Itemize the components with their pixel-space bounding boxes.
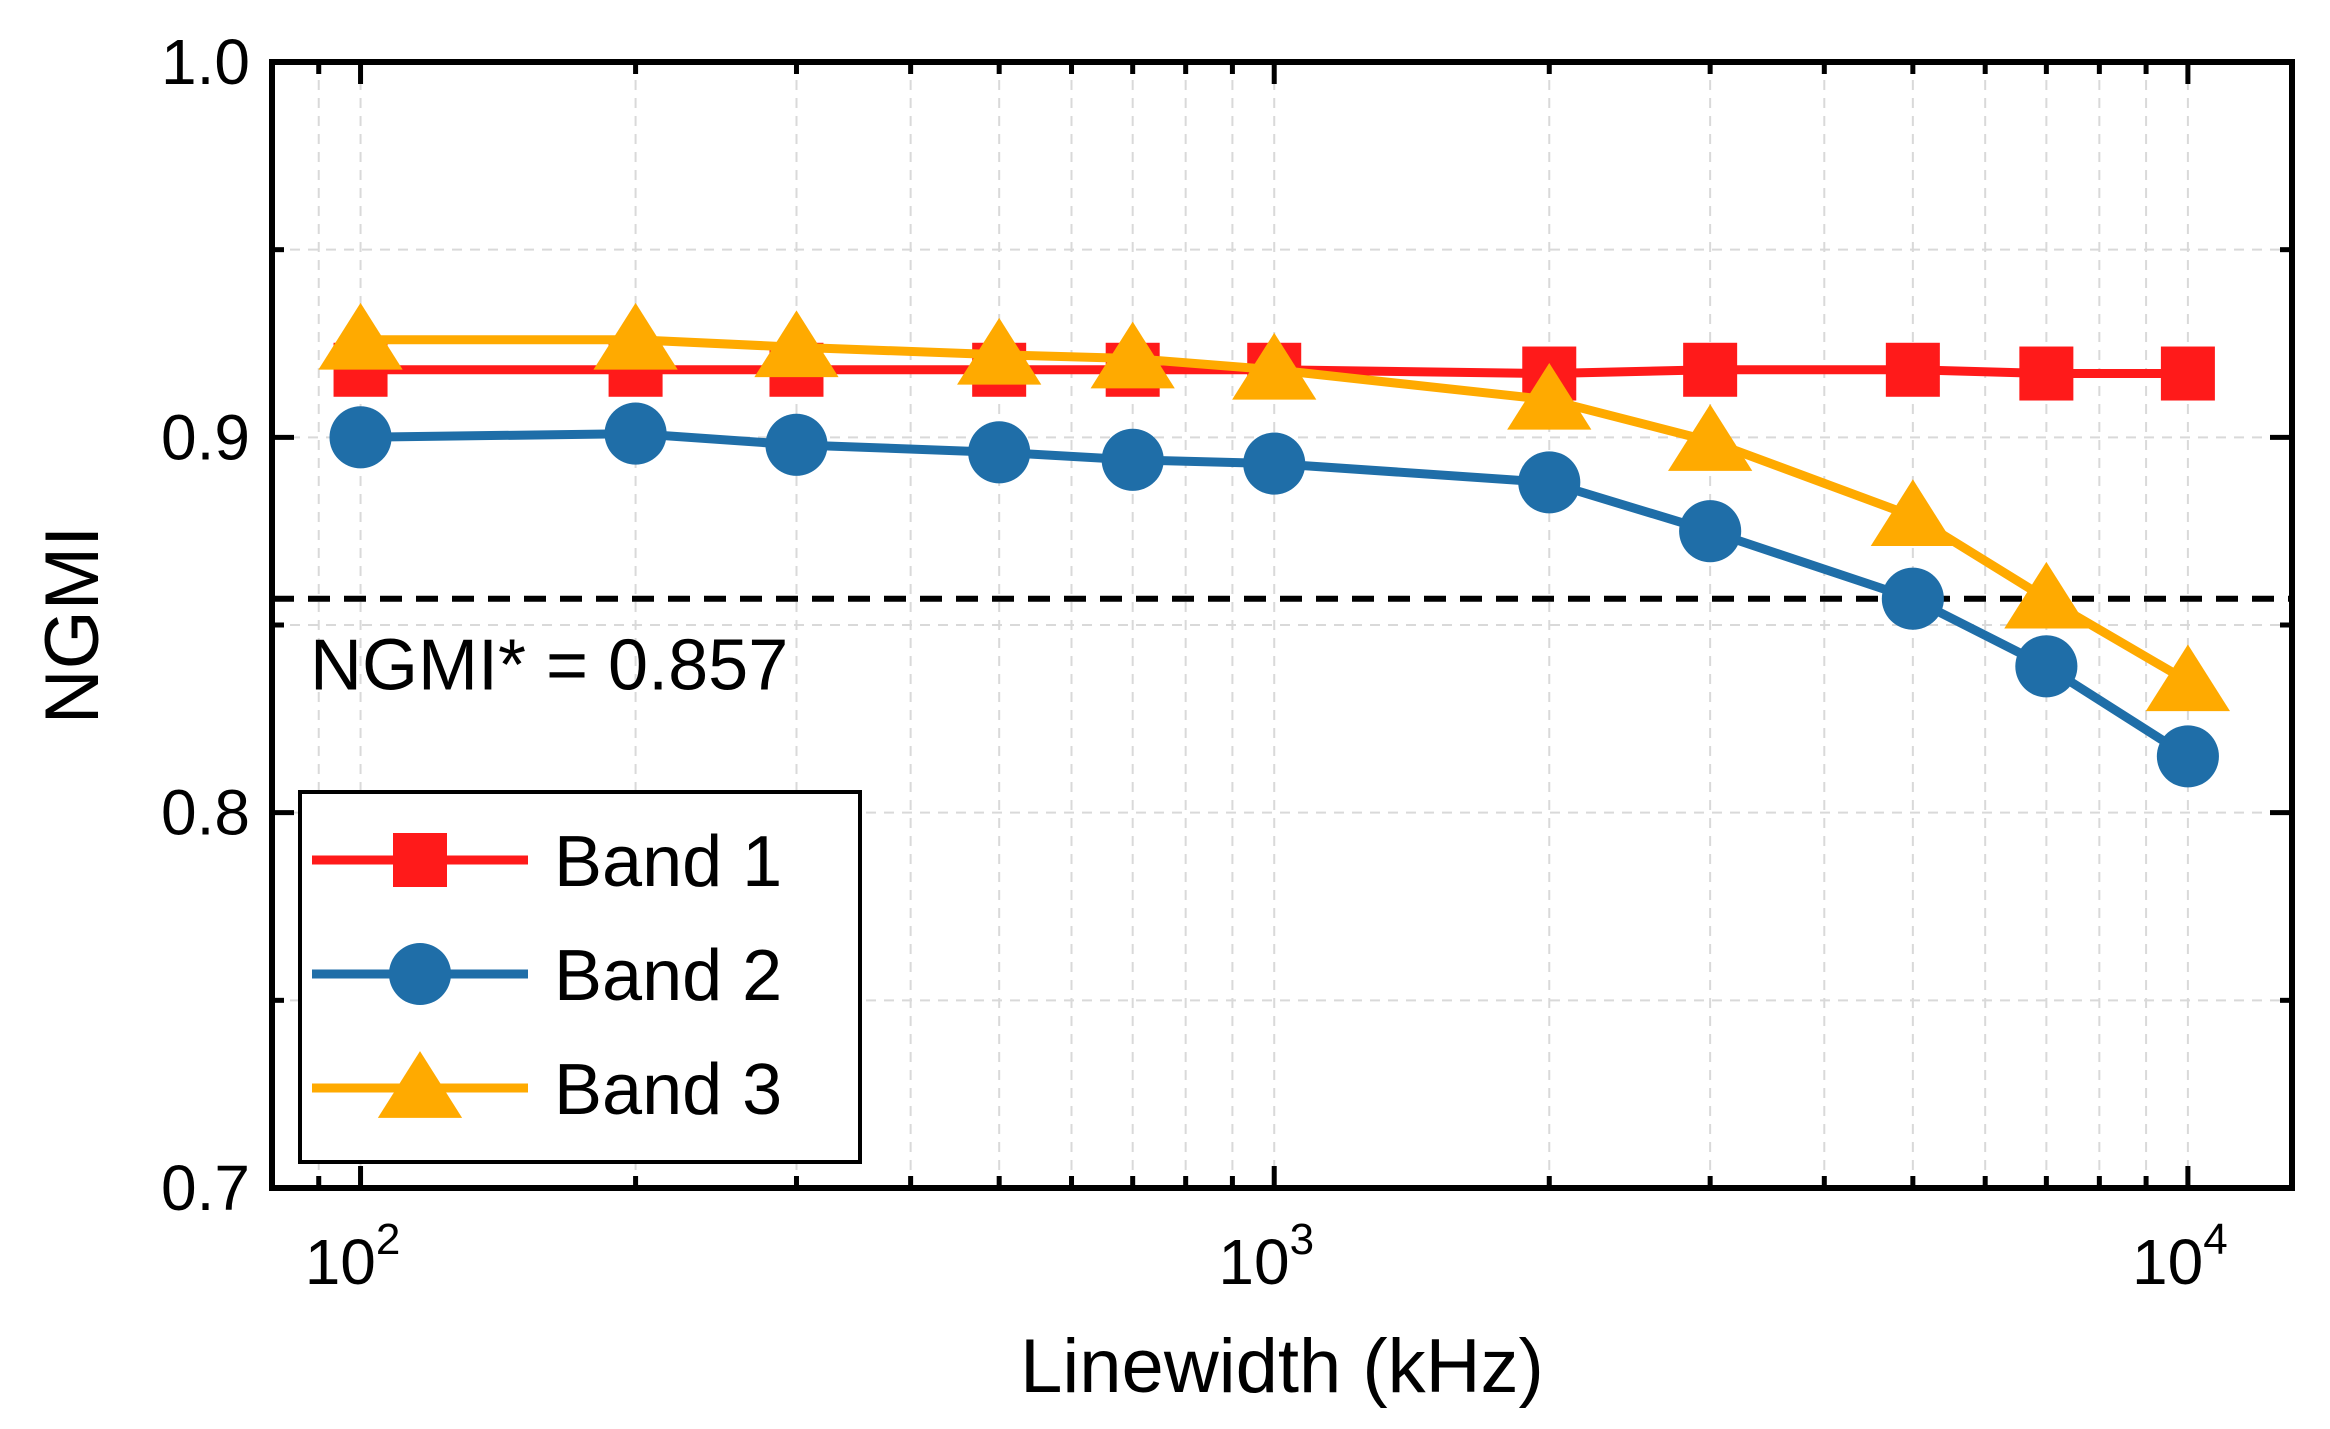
data-point: [329, 406, 392, 469]
data-point: [1870, 479, 1955, 546]
x-tick-label: 102: [305, 1215, 401, 1298]
x-tick-label: 103: [1218, 1215, 1314, 1298]
data-point: [1101, 428, 1164, 491]
legend-marker: [388, 942, 452, 1006]
data-point: [754, 310, 839, 378]
legend-label: Band 3: [554, 1050, 782, 1130]
threshold-group: NGMI* = 0.857: [272, 595, 2292, 706]
data-point: [1881, 567, 1944, 630]
legend-marker: [377, 1051, 463, 1118]
data-point: [765, 413, 828, 476]
x-tick-label: 104: [2132, 1215, 2228, 1298]
data-point: [1243, 432, 1306, 495]
threshold-label: NGMI* = 0.857: [310, 626, 788, 706]
data-point: [593, 302, 678, 370]
legend-entry-1: Band 1: [312, 822, 782, 902]
series-2: [329, 402, 2219, 788]
y-tick-label: 0.8: [161, 777, 250, 849]
data-point: [957, 317, 1042, 385]
x-axis-title: Linewidth (kHz): [1020, 1324, 1544, 1409]
legend-label: Band 2: [554, 936, 782, 1016]
data-point: [1885, 342, 1940, 397]
data-point: [1507, 362, 1592, 430]
data-point: [1518, 451, 1581, 514]
data-point: [2160, 346, 2215, 401]
data-point: [1668, 404, 1753, 471]
data-point: [2015, 635, 2078, 698]
data-point: [2156, 725, 2219, 788]
data-point: [968, 421, 1031, 484]
y-tick-label: 1.0: [161, 26, 250, 98]
legend-entry-3: Band 3: [312, 1050, 782, 1130]
data-point: [2019, 346, 2074, 401]
data-point: [1232, 332, 1317, 400]
y-tick-label: 0.7: [161, 1152, 250, 1224]
legend: Band 1 Band 2 Band 3: [298, 790, 862, 1164]
data-point: [2145, 644, 2231, 712]
data-point: [2004, 561, 2089, 629]
data-point: [604, 402, 667, 465]
data-point: [1090, 321, 1175, 389]
y-tick-label: 0.9: [161, 401, 250, 473]
axis-ticks: 102 103 104 0.7 0.8 0.9 1.0: [161, 26, 2292, 1298]
legend-label: Band 1: [554, 822, 782, 902]
series-3: [318, 302, 2231, 712]
legend-marker: [393, 833, 447, 887]
data-point: [1679, 500, 1742, 563]
legend-entry-2: Band 2: [312, 936, 782, 1016]
data-point: [318, 302, 403, 370]
series-group: [318, 302, 2231, 788]
y-axis-title: NGMI: [30, 526, 115, 724]
data-point: [1683, 342, 1738, 397]
